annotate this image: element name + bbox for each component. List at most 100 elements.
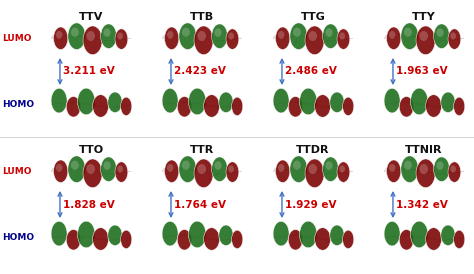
Ellipse shape <box>120 230 132 249</box>
Ellipse shape <box>226 29 239 49</box>
Ellipse shape <box>323 24 338 48</box>
Ellipse shape <box>309 164 317 174</box>
Text: 2.486 eV: 2.486 eV <box>285 67 337 76</box>
Ellipse shape <box>164 27 179 50</box>
Ellipse shape <box>92 95 109 117</box>
Ellipse shape <box>404 161 412 170</box>
Ellipse shape <box>167 164 173 172</box>
Ellipse shape <box>66 230 81 250</box>
Ellipse shape <box>273 221 289 246</box>
Ellipse shape <box>448 162 461 182</box>
Text: TTG: TTG <box>301 12 326 22</box>
Ellipse shape <box>228 165 234 173</box>
Ellipse shape <box>450 32 456 39</box>
Text: 1.828 eV: 1.828 eV <box>63 199 115 210</box>
Ellipse shape <box>315 95 331 117</box>
Ellipse shape <box>162 221 178 246</box>
Ellipse shape <box>275 27 290 50</box>
Ellipse shape <box>103 28 110 37</box>
Ellipse shape <box>92 228 109 250</box>
Ellipse shape <box>115 29 128 49</box>
Ellipse shape <box>437 28 444 37</box>
Ellipse shape <box>211 24 228 48</box>
Ellipse shape <box>300 88 317 115</box>
Text: LUMO: LUMO <box>2 167 31 176</box>
Ellipse shape <box>278 164 284 172</box>
Text: 2.423 eV: 2.423 eV <box>174 67 226 76</box>
Ellipse shape <box>68 156 85 182</box>
Ellipse shape <box>326 28 333 37</box>
Ellipse shape <box>330 225 344 246</box>
Ellipse shape <box>288 96 303 117</box>
Ellipse shape <box>384 221 400 246</box>
Ellipse shape <box>120 97 132 116</box>
Ellipse shape <box>305 159 324 188</box>
Ellipse shape <box>426 95 442 117</box>
Ellipse shape <box>164 160 179 182</box>
Ellipse shape <box>162 88 178 113</box>
Text: HOMO: HOMO <box>2 100 34 109</box>
Ellipse shape <box>182 28 190 37</box>
Ellipse shape <box>197 164 206 174</box>
Ellipse shape <box>343 97 354 116</box>
Ellipse shape <box>343 230 354 249</box>
Ellipse shape <box>290 23 308 50</box>
Ellipse shape <box>219 92 233 113</box>
Ellipse shape <box>214 28 222 37</box>
Ellipse shape <box>416 159 435 188</box>
Text: TTY: TTY <box>412 12 436 22</box>
Ellipse shape <box>288 230 303 250</box>
Ellipse shape <box>54 27 68 50</box>
Ellipse shape <box>410 221 428 248</box>
Ellipse shape <box>437 161 444 170</box>
Ellipse shape <box>326 161 333 170</box>
Ellipse shape <box>182 161 190 170</box>
Ellipse shape <box>71 161 79 170</box>
Text: LUMO: LUMO <box>2 34 31 43</box>
Ellipse shape <box>211 157 228 181</box>
Text: HOMO: HOMO <box>2 233 34 242</box>
Ellipse shape <box>83 26 102 55</box>
Ellipse shape <box>77 88 95 115</box>
Ellipse shape <box>337 29 350 49</box>
Ellipse shape <box>309 31 317 41</box>
Ellipse shape <box>293 28 301 37</box>
Ellipse shape <box>219 225 233 246</box>
Ellipse shape <box>339 32 345 39</box>
Ellipse shape <box>66 96 81 117</box>
Ellipse shape <box>454 97 465 116</box>
Ellipse shape <box>232 230 243 249</box>
Ellipse shape <box>401 23 419 50</box>
Ellipse shape <box>51 88 67 113</box>
Ellipse shape <box>386 27 401 50</box>
Ellipse shape <box>232 97 243 116</box>
Ellipse shape <box>194 159 213 188</box>
Ellipse shape <box>197 31 206 41</box>
Ellipse shape <box>194 26 213 55</box>
Ellipse shape <box>167 31 173 39</box>
Text: 1.963 eV: 1.963 eV <box>396 67 447 76</box>
Ellipse shape <box>441 92 455 113</box>
Ellipse shape <box>68 23 85 50</box>
Text: 1.342 eV: 1.342 eV <box>396 199 448 210</box>
Text: TTB: TTB <box>190 12 214 22</box>
Ellipse shape <box>419 164 428 174</box>
Ellipse shape <box>300 221 317 248</box>
Text: TTNIR: TTNIR <box>405 145 443 155</box>
Ellipse shape <box>404 28 412 37</box>
Ellipse shape <box>305 26 324 55</box>
Ellipse shape <box>179 156 196 182</box>
Ellipse shape <box>226 162 239 182</box>
Ellipse shape <box>83 159 102 188</box>
Ellipse shape <box>108 225 122 246</box>
Ellipse shape <box>419 31 428 41</box>
Ellipse shape <box>100 24 117 48</box>
Ellipse shape <box>434 157 450 181</box>
Text: TTDR: TTDR <box>296 145 330 155</box>
Ellipse shape <box>386 160 401 182</box>
Ellipse shape <box>86 164 95 174</box>
Ellipse shape <box>179 23 196 50</box>
Ellipse shape <box>204 95 219 117</box>
Ellipse shape <box>108 92 122 113</box>
Text: 3.211 eV: 3.211 eV <box>63 67 115 76</box>
